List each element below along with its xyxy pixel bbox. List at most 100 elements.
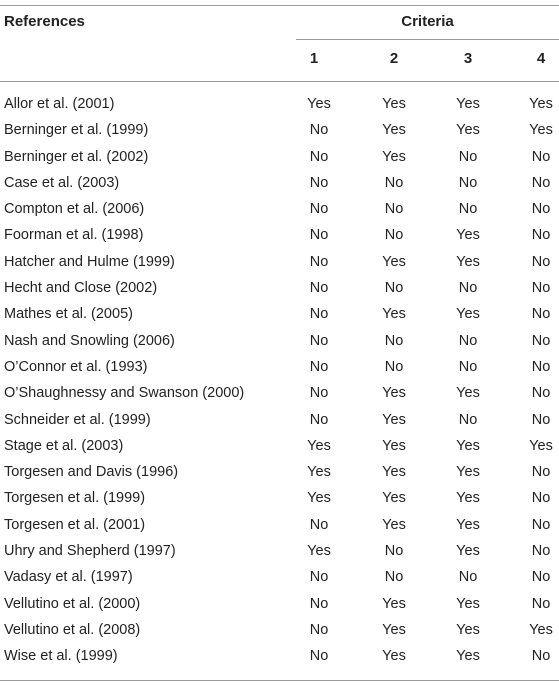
criterion-1-cell: No <box>309 148 329 165</box>
criterion-3-cell: No <box>458 411 478 428</box>
criterion-1-cell: No <box>309 385 329 402</box>
criterion-3-cell: Yes <box>456 595 480 612</box>
header-criterion-2: 2 <box>389 50 399 67</box>
reference-cell: Hecht and Close (2002) <box>4 280 158 297</box>
table-row: O’Connor et al. (1993) No No No No <box>0 354 559 380</box>
criterion-4-cell: No <box>531 569 551 586</box>
reference-cell: O’Connor et al. (1993) <box>4 358 148 375</box>
criterion-3-cell: Yes <box>456 648 480 665</box>
criterion-3-cell: No <box>458 174 478 191</box>
criterion-3-cell: Yes <box>456 253 480 270</box>
criterion-2-cell: No <box>384 227 404 244</box>
criterion-1-cell: Yes <box>307 543 331 560</box>
criterion-4-cell: No <box>531 148 551 165</box>
criterion-1-cell: No <box>309 227 329 244</box>
criterion-2-cell: No <box>384 543 404 560</box>
criterion-3-cell: Yes <box>456 490 480 507</box>
criterion-1-cell: Yes <box>307 96 331 112</box>
header-criteria: Criteria <box>401 13 454 30</box>
criterion-3-cell: No <box>458 148 478 165</box>
criterion-3-cell: No <box>458 201 478 218</box>
criterion-2-cell: No <box>384 358 404 375</box>
criterion-3-cell: Yes <box>456 464 480 481</box>
criterion-1-cell: No <box>309 280 329 297</box>
reference-cell: Schneider et al. (1999) <box>4 411 151 428</box>
criterion-3-cell: Yes <box>456 543 480 560</box>
table-row: O’Shaughnessy and Swanson (2000) No Yes Yes… <box>0 380 559 406</box>
table-row: Vellutino et al. (2008) No Yes Yes Yes <box>0 617 559 643</box>
table-row: Hecht and Close (2002) No No No No <box>0 275 559 301</box>
criterion-2-cell: Yes <box>382 306 406 323</box>
criterion-1-cell: No <box>309 306 329 323</box>
criterion-2-cell: Yes <box>382 148 406 165</box>
criterion-2-cell: Yes <box>382 464 406 481</box>
table-row: Allor et al. (2001) Yes Yes Yes Yes <box>0 91 559 117</box>
criterion-4-cell: No <box>531 411 551 428</box>
criterion-4-cell: No <box>531 464 551 481</box>
table-row: Nash and Snowling (2006) No No No No <box>0 328 559 354</box>
criteria-span-rule <box>296 39 559 40</box>
criterion-3-cell: Yes <box>456 96 480 112</box>
criterion-1-cell: No <box>309 595 329 612</box>
criterion-1-cell: No <box>309 253 329 270</box>
criterion-4-cell: Yes <box>529 122 553 139</box>
criterion-3-cell: Yes <box>456 227 480 244</box>
reference-cell: Vellutino et al. (2008) <box>4 621 141 638</box>
criterion-2-cell: Yes <box>382 122 406 139</box>
criterion-2-cell: Yes <box>382 437 406 454</box>
reference-cell: Allor et al. (2001) <box>4 96 115 112</box>
criterion-1-cell: No <box>309 516 329 533</box>
table-row: Hatcher and Hulme (1999) No Yes Yes No <box>0 249 559 275</box>
criterion-4-cell: No <box>531 174 551 191</box>
header-criterion-4: 4 <box>536 50 546 67</box>
criterion-2-cell: Yes <box>382 648 406 665</box>
reference-cell: Stage et al. (2003) <box>4 437 124 454</box>
reference-cell: Vadasy et al. (1997) <box>4 569 133 586</box>
criterion-1-cell: No <box>309 411 329 428</box>
reference-cell: Foorman et al. (1998) <box>4 227 144 244</box>
criterion-1-cell: Yes <box>307 437 331 454</box>
criterion-3-cell: No <box>458 280 478 297</box>
criterion-1-cell: No <box>309 174 329 191</box>
criterion-3-cell: No <box>458 569 478 586</box>
criterion-3-cell: No <box>458 358 478 375</box>
criterion-4-cell: No <box>531 227 551 244</box>
criterion-4-cell: Yes <box>529 437 553 454</box>
criterion-1-cell: No <box>309 569 329 586</box>
criterion-4-cell: No <box>531 280 551 297</box>
criterion-2-cell: No <box>384 280 404 297</box>
criterion-2-cell: No <box>384 332 404 349</box>
table-row: Vadasy et al. (1997) No No No No <box>0 564 559 590</box>
reference-cell: Hatcher and Hulme (1999) <box>4 253 175 270</box>
reference-cell: Compton et al. (2006) <box>4 201 145 218</box>
criterion-4-cell: Yes <box>529 96 553 112</box>
table-row: Berninger et al. (2002) No Yes No No <box>0 144 559 170</box>
criterion-4-cell: Yes <box>529 621 553 638</box>
criterion-2-cell: Yes <box>382 490 406 507</box>
criterion-4-cell: No <box>531 306 551 323</box>
table-bottom-rule <box>0 680 559 681</box>
criterion-2-cell: No <box>384 174 404 191</box>
table-row: Foorman et al. (1998) No No Yes No <box>0 222 559 248</box>
criterion-1-cell: No <box>309 358 329 375</box>
table-row: Torgesen and Davis (1996) Yes Yes Yes No <box>0 459 559 485</box>
criterion-1-cell: Yes <box>307 464 331 481</box>
criterion-3-cell: Yes <box>456 516 480 533</box>
criterion-4-cell: No <box>531 595 551 612</box>
table-row: Torgesen et al. (2001) No Yes Yes No <box>0 512 559 538</box>
criterion-1-cell: Yes <box>307 490 331 507</box>
reference-cell: Berninger et al. (1999) <box>4 122 149 139</box>
criterion-4-cell: No <box>531 543 551 560</box>
table-row: Schneider et al. (1999) No Yes No No <box>0 407 559 433</box>
reference-cell: Vellutino et al. (2000) <box>4 595 141 612</box>
criterion-4-cell: No <box>531 201 551 218</box>
criterion-2-cell: No <box>384 569 404 586</box>
header-references: References <box>4 13 85 30</box>
table-row: Case et al. (2003) No No No No <box>0 170 559 196</box>
table-row: Compton et al. (2006) No No No No <box>0 196 559 222</box>
reference-cell: Torgesen and Davis (1996) <box>4 464 179 481</box>
criterion-1-cell: No <box>309 122 329 139</box>
criterion-4-cell: No <box>531 516 551 533</box>
reference-cell: Nash and Snowling (2006) <box>4 332 175 349</box>
header-bottom-rule <box>0 81 559 82</box>
